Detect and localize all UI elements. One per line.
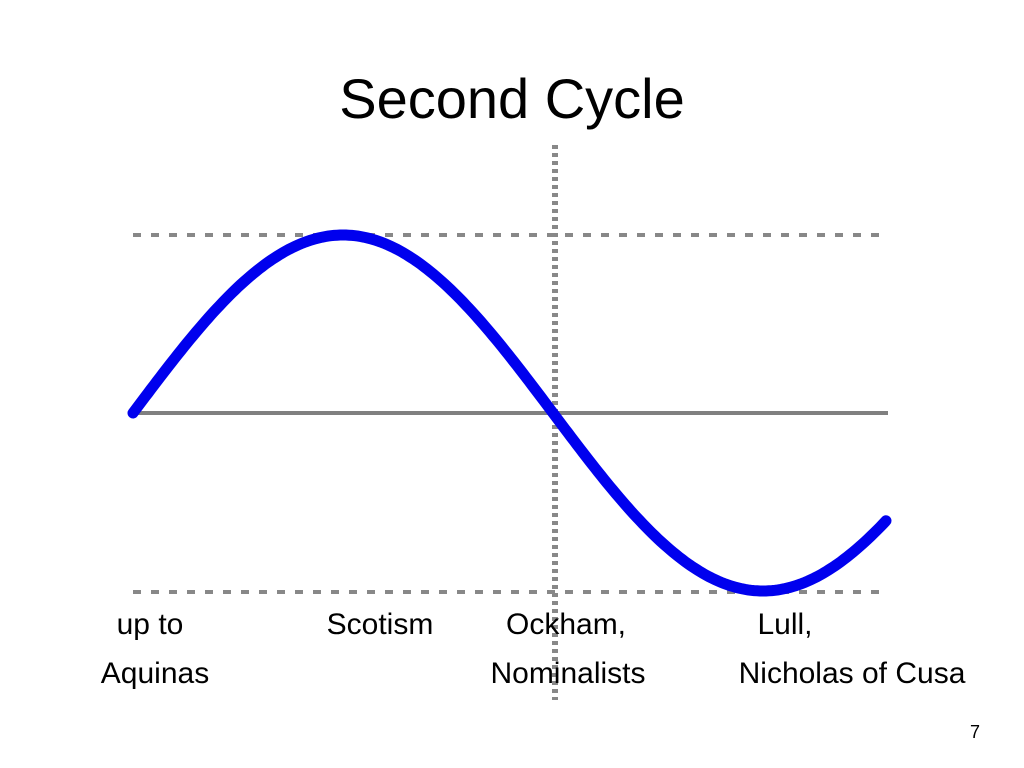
page-number: 7	[970, 722, 980, 742]
period-label: Ockham,	[506, 608, 626, 641]
period-label: Aquinas	[101, 657, 209, 690]
period-label: Scotism	[327, 608, 434, 641]
sine-wave	[127, 229, 892, 597]
slide-title: Second Cycle	[339, 67, 685, 130]
period-label: Lull,	[757, 608, 812, 641]
period-label: up to	[117, 608, 184, 641]
period-label: Nicholas of Cusa	[739, 657, 966, 690]
period-label: Nominalists	[490, 657, 645, 690]
